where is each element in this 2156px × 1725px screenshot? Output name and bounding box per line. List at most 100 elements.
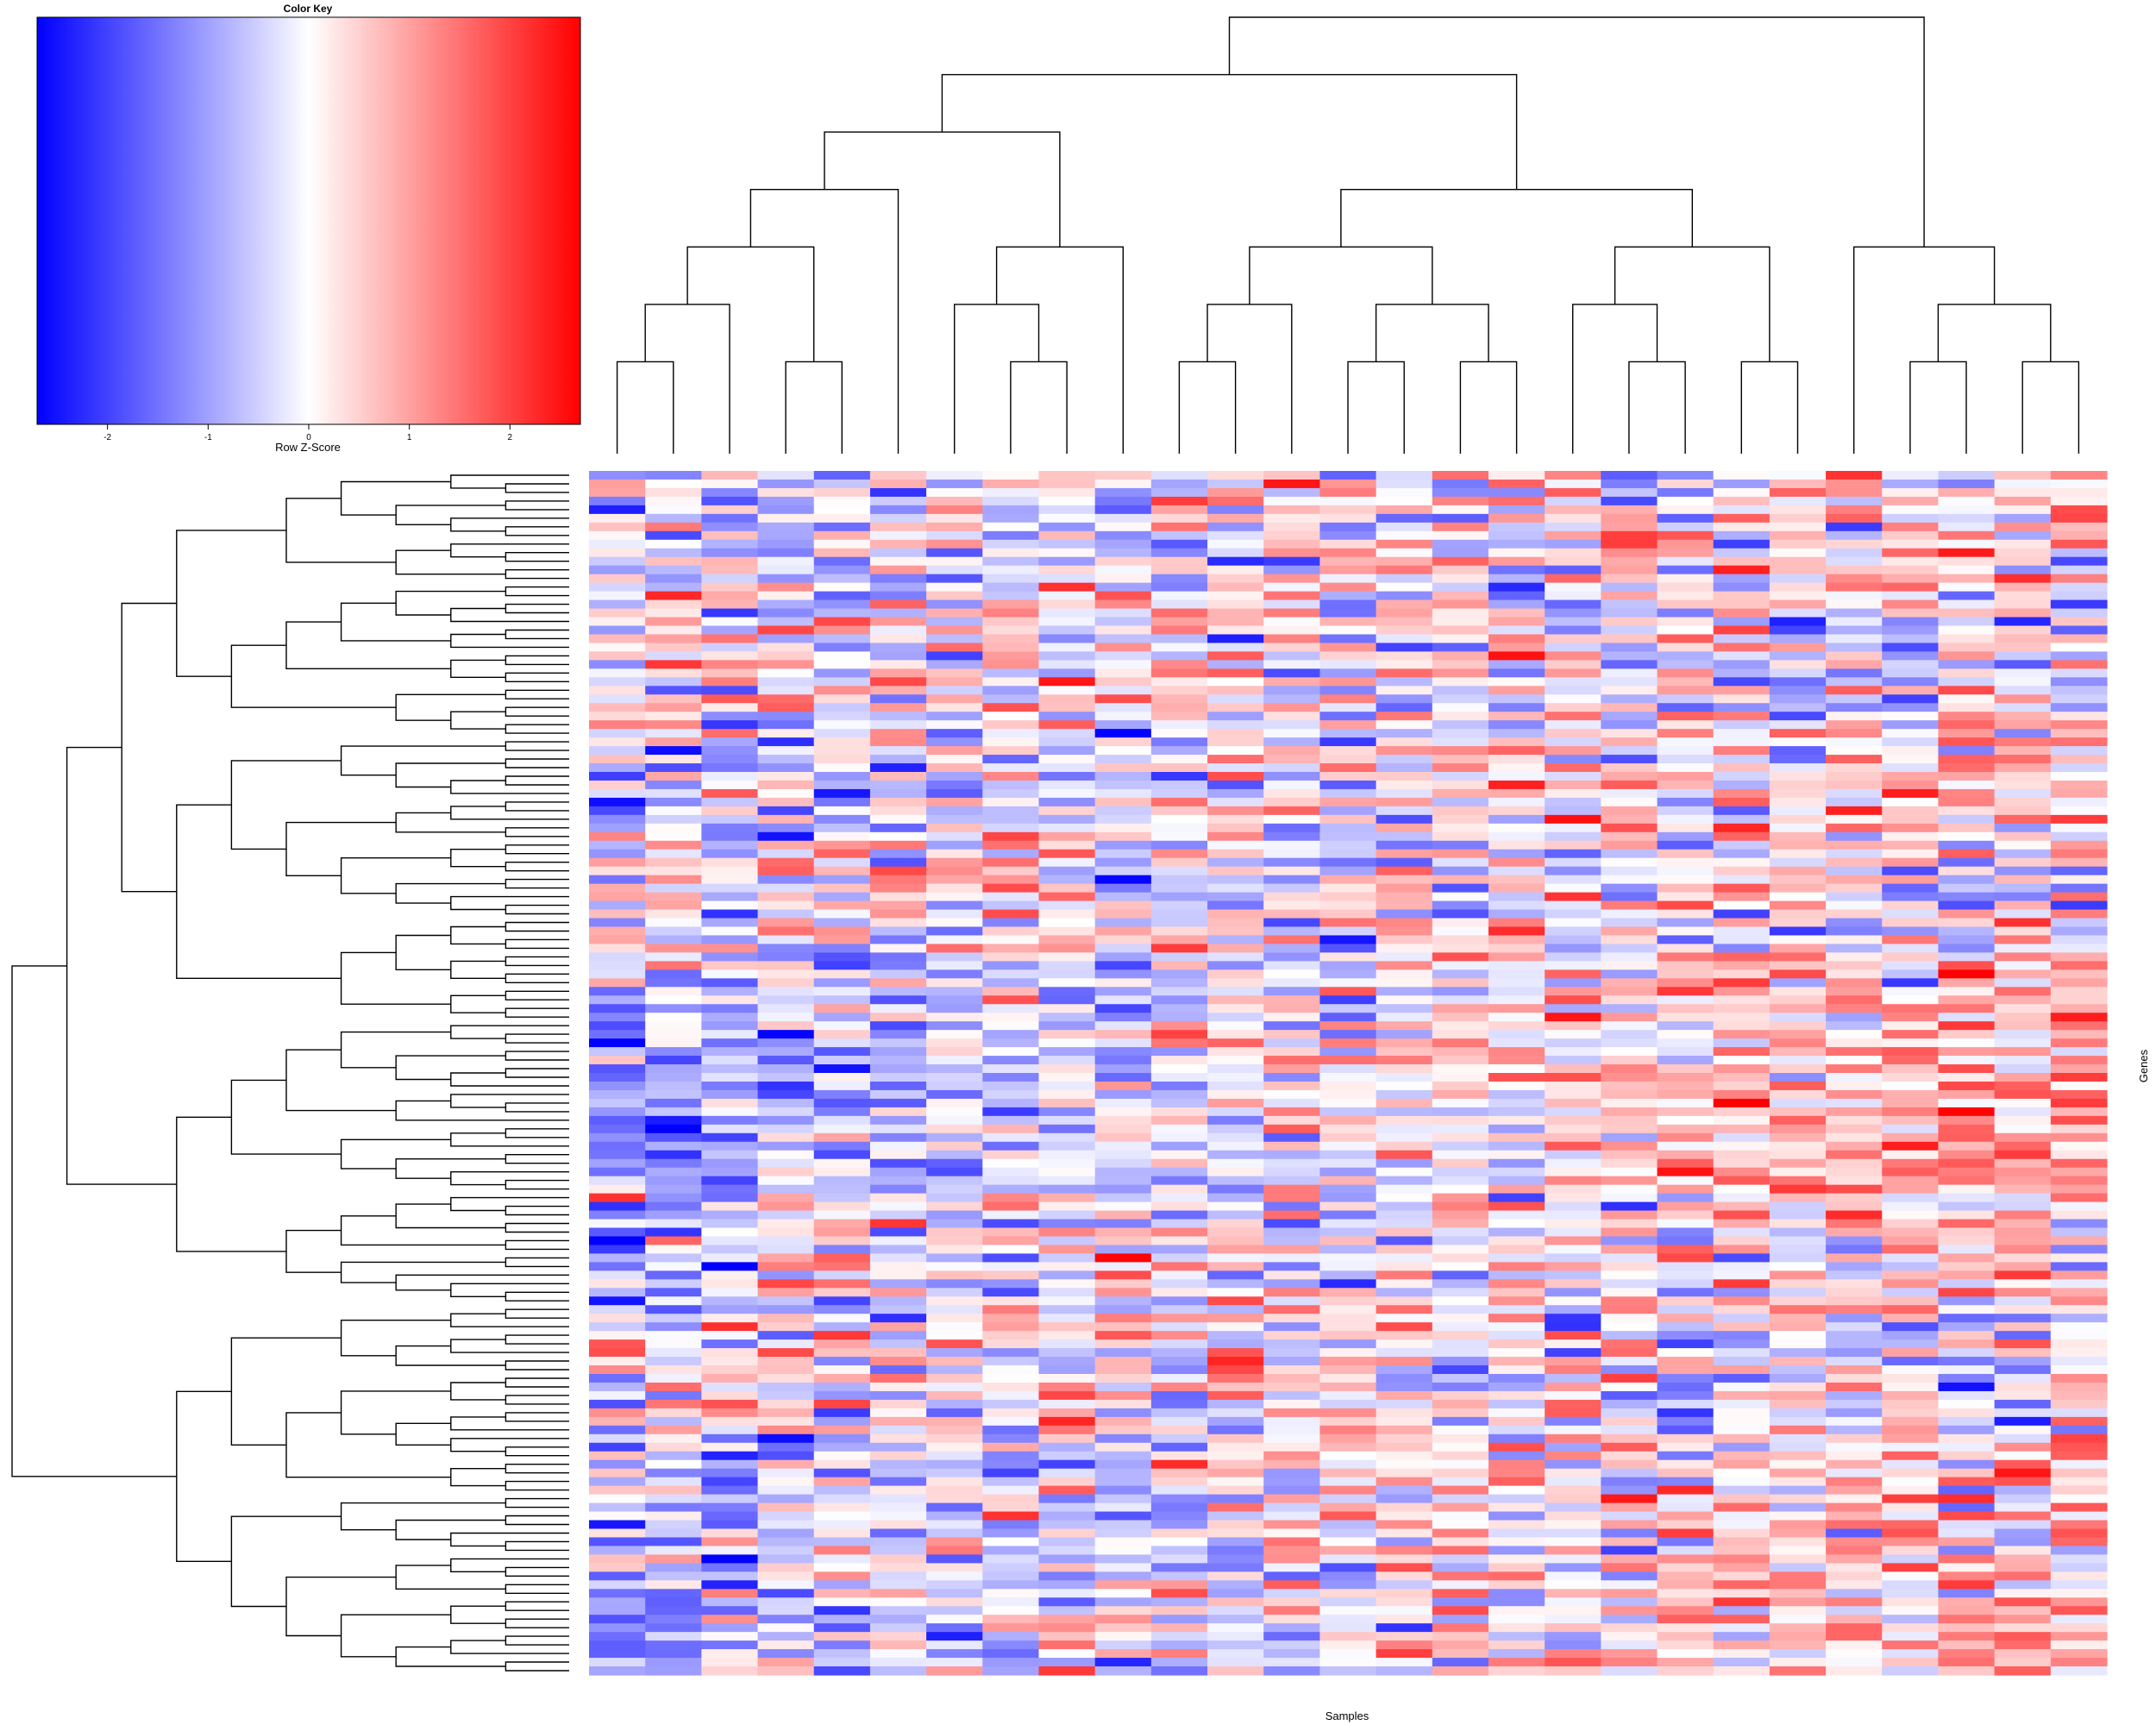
heatmap-cell [1376,1502,1433,1513]
heatmap-cell [701,608,759,618]
heatmap-cell [1657,1150,1714,1160]
heatmap-cell [982,471,1040,480]
heatmap-cell [645,1390,702,1401]
heatmap-cell [869,1554,927,1564]
heatmap-cell [813,703,871,712]
heatmap-cell [701,995,759,1005]
heatmap-cell [926,539,983,549]
heatmap-cell [1545,1357,1601,1366]
row-dendrogram-branch [505,1102,569,1113]
heatmap-cell [926,1245,983,1254]
heatmap-cell [1432,1236,1489,1246]
heatmap-cell [701,1571,759,1581]
row-dendrogram-branch [505,1446,569,1457]
heatmap-cell [757,814,815,825]
heatmap-cell [1376,1399,1433,1409]
heatmap-cell [1601,1390,1658,1401]
heatmap-cell [982,1485,1040,1496]
heatmap-cell [589,909,646,919]
heatmap-cell [1376,1176,1433,1186]
heatmap-cell [1432,780,1489,790]
heatmap-cell [869,892,927,902]
heatmap-cell [645,1236,702,1246]
heatmap-cell [813,668,871,678]
heatmap-cell [1769,1502,1827,1513]
heatmap-cell [757,1314,815,1323]
heatmap-cell [1488,1597,1545,1607]
heatmap-cell [1826,1193,1883,1203]
heatmap-cell [1713,857,1771,868]
heatmap-cell [869,849,927,859]
heatmap-cell [1826,926,1883,937]
heatmap-cell [2050,582,2108,593]
heatmap-cell [1094,1597,1152,1607]
heatmap-cell [757,1270,815,1280]
heatmap-cell [1319,591,1377,601]
heatmap-cell [589,840,646,850]
heatmap-cell [1713,471,1771,480]
heatmap-cell [982,1623,1040,1633]
heatmap-cell [1545,1013,1601,1022]
heatmap-cell [1263,1374,1321,1383]
heatmap-cell [1601,823,1658,833]
heatmap-cell [1094,755,1152,764]
heatmap-cell [1994,1038,2052,1048]
heatmap-cell [2050,746,2108,756]
heatmap-cell [1545,969,1601,979]
heatmap-cell [1769,1098,1827,1108]
heatmap-cell [1376,1158,1433,1169]
heatmap-cell [1488,1038,1545,1048]
heatmap-cell [1094,969,1152,979]
heatmap-cell [1657,1176,1714,1186]
heatmap-cell [982,720,1040,730]
heatmap-cell [1938,909,1996,919]
heatmap-cell [1432,1115,1489,1126]
heatmap-cell [1038,1081,1096,1091]
heatmap-cell [869,471,927,480]
row-dendrogram-branch [176,1390,232,1562]
heatmap-cell [1488,1528,1545,1539]
heatmap-cell [926,582,983,593]
heatmap-cell [1938,1597,1996,1607]
heatmap-cell [1263,823,1321,833]
heatmap-cell [926,677,983,687]
heatmap-cell [1432,978,1489,988]
heatmap-cell [1713,565,1771,575]
heatmap-cell [589,1563,646,1572]
heatmap-cell [1882,1528,1940,1539]
heatmap-cell [869,1459,927,1470]
heatmap-cell [1769,1571,1827,1581]
heatmap-cell [1938,496,1996,506]
row-dendrogram-branch [450,1640,569,1654]
heatmap-cell [1826,900,1883,911]
heatmap-cell [1376,788,1433,799]
heatmap-cell [1826,1382,1883,1392]
heatmap-cell [1994,969,2052,979]
heatmap-cell [1769,1528,1827,1539]
heatmap-cell [1432,1623,1489,1633]
heatmap-cell [813,737,871,747]
heatmap-cell [1657,1288,1714,1297]
heatmap-cell [1488,530,1545,541]
heatmap-cell [1263,1666,1321,1676]
heatmap-cell [1938,1442,1996,1452]
heatmap-cell [1769,1305,1827,1314]
heatmap-cell [1994,1158,2052,1169]
heatmap-cell [1319,1451,1377,1461]
heatmap-cell [813,712,871,721]
heatmap-cell [645,1056,702,1065]
heatmap-cell [1263,1184,1321,1195]
heatmap-cell [1488,712,1545,721]
heatmap-cell [869,513,927,524]
heatmap-cell [1263,1141,1321,1151]
heatmap-cell [1488,1537,1545,1547]
heatmap-cell [1207,1115,1264,1126]
heatmap-cell [1263,806,1321,816]
heatmap-cell [757,1399,815,1409]
heatmap-cell [589,1314,646,1323]
heatmap-cell [1094,556,1152,567]
heatmap-cell [869,1571,927,1581]
heatmap-cell [1601,1201,1658,1212]
heatmap-cell [1432,892,1489,902]
heatmap-cell [1601,694,1658,704]
